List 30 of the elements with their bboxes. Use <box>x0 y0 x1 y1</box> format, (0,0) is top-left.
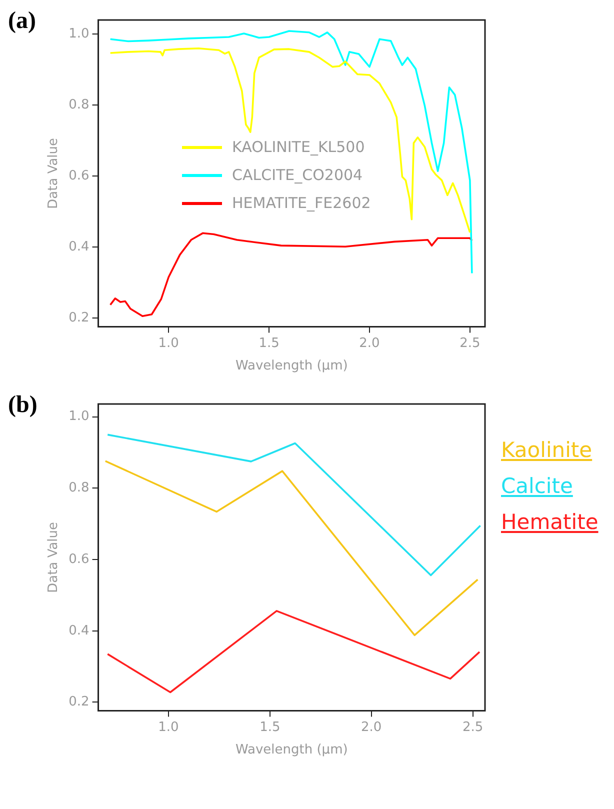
y-axis-title: Data Value <box>46 522 62 593</box>
text: Kaolinite <box>501 437 594 464</box>
y-tick-label: 0.4 <box>68 623 90 638</box>
chart-title: (a) <box>8 8 37 35</box>
y-axis-title: Data Value <box>46 138 62 209</box>
x-tick-label: 1.5 <box>260 720 280 735</box>
y-tick-label: 0.6 <box>68 552 90 567</box>
x-tick-label: 1.0 <box>158 720 179 735</box>
y-tick-label: 0.8 <box>68 98 90 112</box>
y-tick-label: 0.4 <box>68 239 90 254</box>
x-axis-title: Wavelength (µm) <box>235 742 348 758</box>
x-tick-label: 2.5 <box>460 336 480 351</box>
legend-label: HEMATITE_FE2602 <box>232 194 371 212</box>
y-tick-label: 1.0 <box>68 26 90 42</box>
series-label: Calcite <box>501 473 574 500</box>
y-tick-label: 0.6 <box>68 168 90 184</box>
x-tick-label: 2.0 <box>361 720 382 735</box>
x-tick-label: 1.0 <box>158 336 179 351</box>
x-axis-title: Wavelength (µm) <box>235 358 348 374</box>
chart-title: (b) <box>8 392 38 419</box>
x-tick-label: 2.0 <box>359 336 380 351</box>
y-tick-label: 0.2 <box>68 310 90 326</box>
y-tick-label: 1.0 <box>68 409 90 424</box>
x-tick-label: 1.5 <box>258 336 280 351</box>
y-tick-label: 0.2 <box>68 694 90 710</box>
text: Hematite <box>501 509 598 536</box>
x-tick-label: 2.5 <box>462 720 484 735</box>
y-tick-label: 0.8 <box>68 480 90 496</box>
legend-label: CALCITE_CO2004 <box>232 166 363 184</box>
legend-label: KAOLINITE_KL500 <box>232 138 365 156</box>
